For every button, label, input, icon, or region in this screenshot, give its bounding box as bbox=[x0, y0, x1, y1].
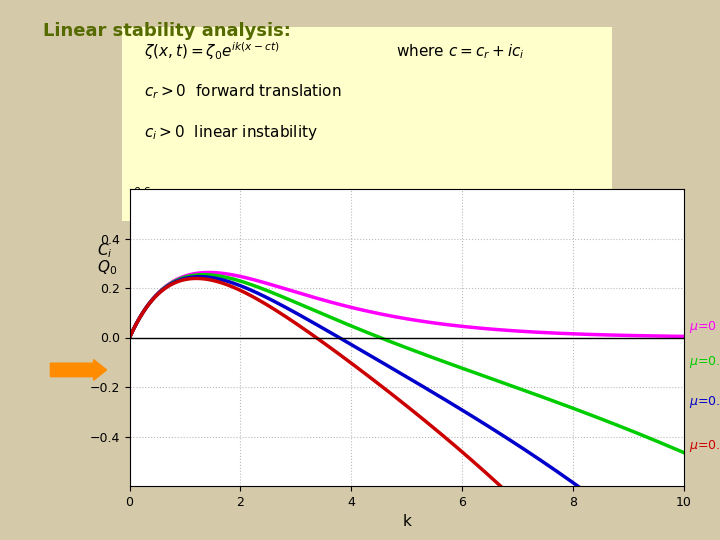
Text: $\zeta(x,t)=\zeta_0 e^{ik(x-ct)}$: $\zeta(x,t)=\zeta_0 e^{ik(x-ct)}$ bbox=[144, 40, 279, 62]
Text: $Q_0$: $Q_0$ bbox=[97, 258, 117, 276]
Text: $\mu$=0: $\mu$=0 bbox=[689, 319, 717, 335]
Text: $\mu$=0.2: $\mu$=0.2 bbox=[689, 394, 720, 410]
Text: $c_i > 0$  linear instability: $c_i > 0$ linear instability bbox=[144, 123, 318, 142]
Text: Linear stability analysis:: Linear stability analysis: bbox=[43, 22, 291, 39]
Text: Anderson model: Anderson model bbox=[440, 282, 568, 296]
Text: $C_i$: $C_i$ bbox=[97, 242, 113, 260]
Text: 0.6: 0.6 bbox=[133, 187, 150, 197]
X-axis label: k: k bbox=[402, 514, 411, 529]
Text: where $c=c_r+ic_i$: where $c=c_r+ic_i$ bbox=[396, 42, 525, 60]
Text: $c_r > 0$  forward translation: $c_r > 0$ forward translation bbox=[144, 83, 341, 101]
Text: o= .0, λ=1    a=1: o= .0, λ=1 a=1 bbox=[407, 191, 517, 204]
Text: $\mu$=0.3: $\mu$=0.3 bbox=[689, 437, 720, 454]
FancyArrow shape bbox=[50, 360, 107, 380]
Bar bbox=[122, 27, 612, 221]
Text: $\mu$=0.1: $\mu$=0.1 bbox=[689, 354, 720, 370]
